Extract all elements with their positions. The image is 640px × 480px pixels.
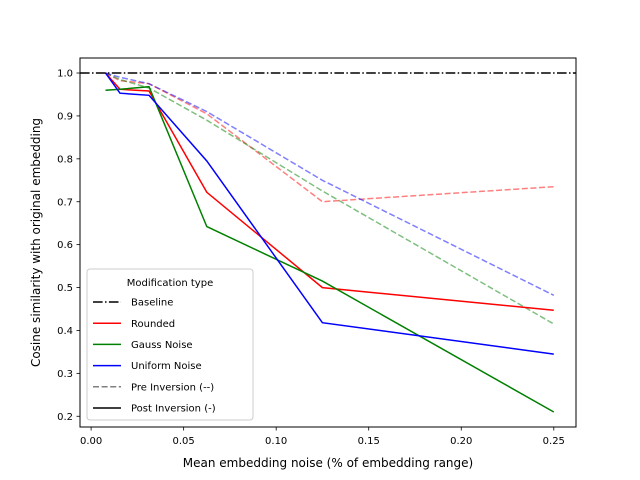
legend-label-baseline: Baseline: [131, 298, 173, 309]
legend-label-uniform-noise: Uniform Noise: [131, 361, 202, 372]
legend-label-post-inversion: Post Inversion (-): [131, 404, 216, 415]
x-tick-label: 0.10: [265, 436, 287, 447]
series-line-uniform-noise-post: [104, 72, 554, 355]
series-line-gauss-noise-pre: [105, 72, 555, 325]
x-tick-label: 0.20: [450, 436, 472, 447]
y-tick-label: 1.0: [57, 69, 73, 80]
series-layer: [104, 72, 555, 413]
y-tick-label: 0.4: [57, 326, 73, 337]
legend-label-rounded: Rounded: [131, 319, 175, 330]
series-line-uniform-noise-pre: [105, 72, 555, 296]
legend-label-pre-inversion: Pre Inversion (--): [131, 382, 214, 393]
x-tick-label: 0.15: [358, 436, 380, 447]
x-tick-label: 0.05: [173, 436, 195, 447]
y-axis-ticks: 0.2 0.3 0.4 0.5 0.6 0.7 0.8 0.9 1.0: [57, 69, 80, 423]
axes-frame: [79, 57, 577, 428]
x-axis-ticks: 0.00 0.05 0.10 0.15 0.20 0.25: [80, 427, 565, 447]
x-tick-label: 0.25: [543, 436, 565, 447]
legend-title: Modification type: [127, 278, 213, 289]
y-tick-label: 0.7: [57, 197, 73, 208]
y-tick-label: 0.8: [57, 154, 73, 165]
y-tick-label: 0.6: [57, 240, 73, 251]
y-tick-label: 0.9: [57, 112, 73, 123]
y-axis-label: Cosine similarity with original embeddin…: [29, 118, 43, 367]
legend: Modification type Baseline Rounded Gauss No…: [86, 268, 254, 421]
legend-label-gauss-noise: Gauss Noise: [131, 340, 193, 351]
x-tick-label: 0.00: [80, 436, 102, 447]
y-tick-label: 0.3: [57, 369, 73, 380]
series-line-rounded-post: [104, 72, 554, 312]
legend-box: [86, 268, 254, 421]
y-tick-label: 0.5: [57, 283, 73, 294]
x-axis-label: Mean embedding noise (% of embedding ran…: [183, 456, 473, 470]
y-tick-label: 0.2: [57, 412, 73, 423]
